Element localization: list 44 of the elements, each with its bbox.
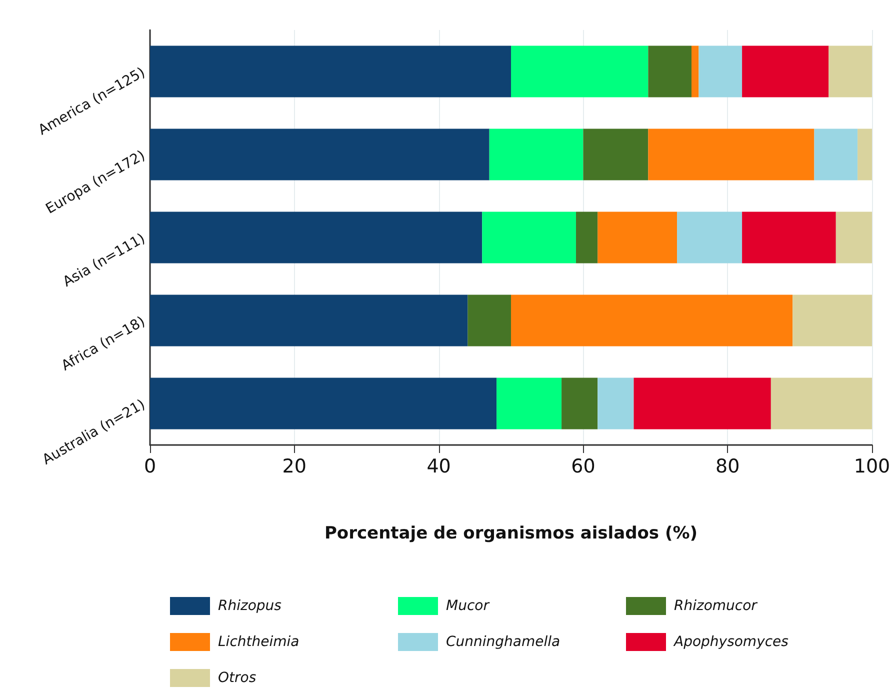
x-tick-label: 20 — [282, 456, 306, 478]
x-tick-label: 80 — [716, 456, 740, 478]
legend-label: Otros — [218, 670, 256, 686]
bar — [150, 212, 482, 264]
x-tick-label: 100 — [854, 456, 890, 478]
x-axis-title: Porcentaje de organismos aislados (%) — [324, 524, 698, 544]
bar — [814, 128, 858, 180]
bar — [511, 294, 793, 346]
legend-label: Apophysomyces — [674, 634, 788, 650]
bar — [677, 212, 742, 264]
bar — [496, 378, 562, 430]
legend-label: Rhizopus — [218, 598, 282, 614]
bar — [468, 294, 511, 346]
bar — [858, 128, 872, 180]
x-tick-label: 0 — [144, 456, 156, 478]
bar — [692, 46, 699, 98]
legend-label: Rhizomucor — [674, 598, 757, 614]
bar — [150, 294, 468, 346]
bar — [634, 378, 771, 430]
legend-label: Cunninghamella — [446, 634, 560, 650]
bar — [150, 128, 490, 180]
bar — [648, 128, 814, 180]
x-tick-label: 40 — [426, 456, 451, 478]
x-tick-label: 60 — [571, 456, 596, 478]
bar — [742, 46, 829, 98]
bar — [150, 378, 497, 430]
bar — [698, 46, 742, 98]
bar — [828, 46, 872, 98]
bar — [742, 212, 836, 264]
bar — [482, 212, 576, 264]
bar — [770, 378, 872, 430]
bar — [598, 212, 678, 264]
legend-label: Lichtheimia — [218, 634, 300, 650]
bar — [562, 378, 598, 430]
bar — [150, 46, 511, 98]
bar — [489, 128, 584, 180]
bar — [836, 212, 872, 264]
bar — [598, 378, 634, 430]
bar — [511, 46, 648, 98]
legend-label: Mucor — [446, 598, 489, 614]
bar — [583, 128, 648, 180]
bar — [648, 46, 692, 98]
bar — [576, 212, 598, 264]
bar — [792, 294, 872, 346]
